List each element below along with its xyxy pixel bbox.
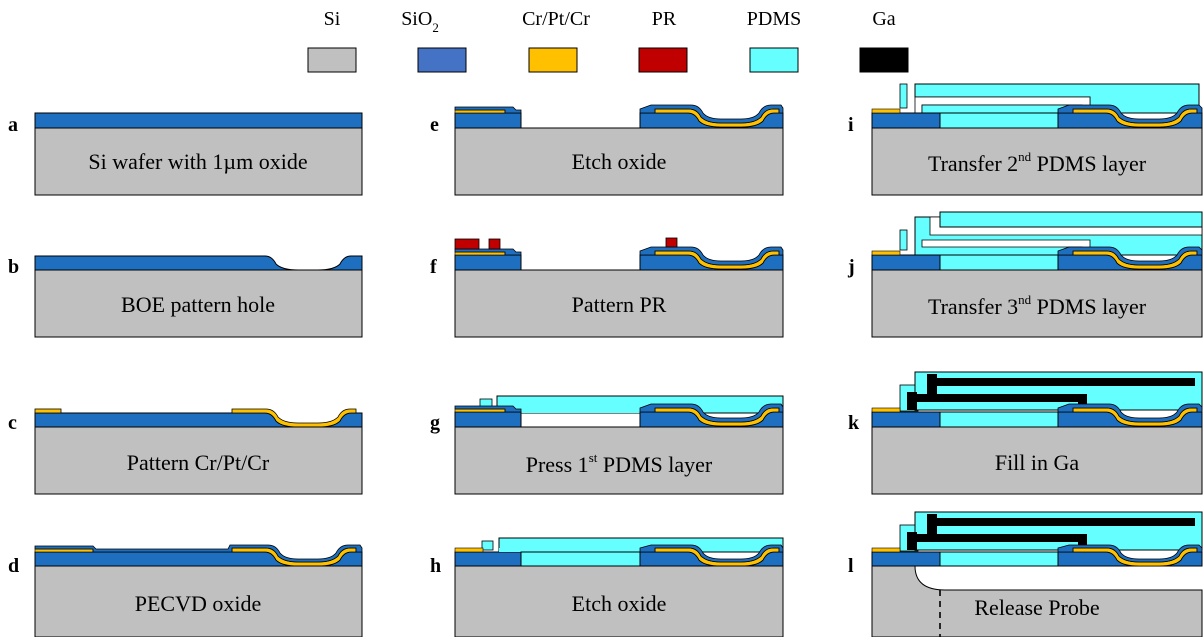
step-d: d PECVD oxide <box>8 544 363 637</box>
step-letter-c: c <box>8 412 17 434</box>
step-caption-j: Transfer 3nd PDMS layer <box>928 292 1147 319</box>
legend-label-sio2: SiO2 <box>401 8 439 35</box>
step-e: e Etch oxide <box>430 104 784 196</box>
step-f: f Pattern PR <box>430 237 784 338</box>
step-caption-a: Si wafer with 1µm oxide <box>88 149 307 174</box>
step-caption-g: Press 1st PDMS layer <box>526 450 713 477</box>
step-j: j Transfer 3nd PDMS layer <box>847 211 1203 338</box>
legend-item-pr: PR <box>638 8 688 73</box>
legend-label-ga: Ga <box>872 8 895 30</box>
step-letter-e: e <box>430 114 439 136</box>
step-letter-j: j <box>847 256 855 278</box>
step-i: i Transfer 2nd PDMS layer <box>848 83 1203 196</box>
legend-label-pr: PR <box>652 8 677 30</box>
step-letter-a: a <box>8 114 18 136</box>
step-g: g Press 1st PDMS layer <box>430 395 784 495</box>
step-letter-k: k <box>848 412 860 434</box>
step-letter-d: d <box>8 555 19 577</box>
step-caption-l: Release Probe <box>974 595 1099 620</box>
step-letter-i: i <box>848 114 854 136</box>
step-caption-e: Etch oxide <box>572 149 667 174</box>
step-caption-d: PECVD oxide <box>135 591 262 616</box>
step-c: c Pattern Cr/Pt/Cr <box>8 408 363 495</box>
step-k: k Fill in Ga <box>848 371 1203 495</box>
step-caption-i: Transfer 2nd PDMS layer <box>928 149 1147 176</box>
step-letter-b: b <box>8 256 19 278</box>
step-caption-k: Fill in Ga <box>995 450 1080 475</box>
step-letter-l: l <box>848 555 854 577</box>
legend-item-si: Si <box>307 8 357 73</box>
step-letter-h: h <box>430 555 441 577</box>
step-caption-b: BOE pattern hole <box>121 292 275 317</box>
step-l: l Release Probe <box>848 511 1203 637</box>
legend-label-metal: Cr/Pt/Cr <box>522 8 590 30</box>
legend-item-sio2: SiO2 <box>401 8 467 73</box>
step-caption-f: Pattern PR <box>572 292 667 317</box>
legend-label-pdms: PDMS <box>747 8 801 30</box>
step-h: h Etch oxide <box>430 537 784 637</box>
legend-item-pdms: PDMS <box>747 8 801 73</box>
step-b: b BOE pattern hole <box>8 255 363 338</box>
step-letter-f: f <box>430 256 437 278</box>
step-caption-h: Etch oxide <box>572 591 667 616</box>
step-letter-g: g <box>430 412 440 434</box>
legend-item-ga: Ga <box>859 8 909 73</box>
step-caption-c: Pattern Cr/Pt/Cr <box>127 450 270 475</box>
legend: Si SiO2 Cr/Pt/Cr PR PDMS Ga <box>307 8 909 73</box>
legend-label-si: Si <box>324 8 341 30</box>
step-a: a Si wafer with 1µm oxide <box>8 112 363 196</box>
legend-item-metal: Cr/Pt/Cr <box>522 8 590 73</box>
